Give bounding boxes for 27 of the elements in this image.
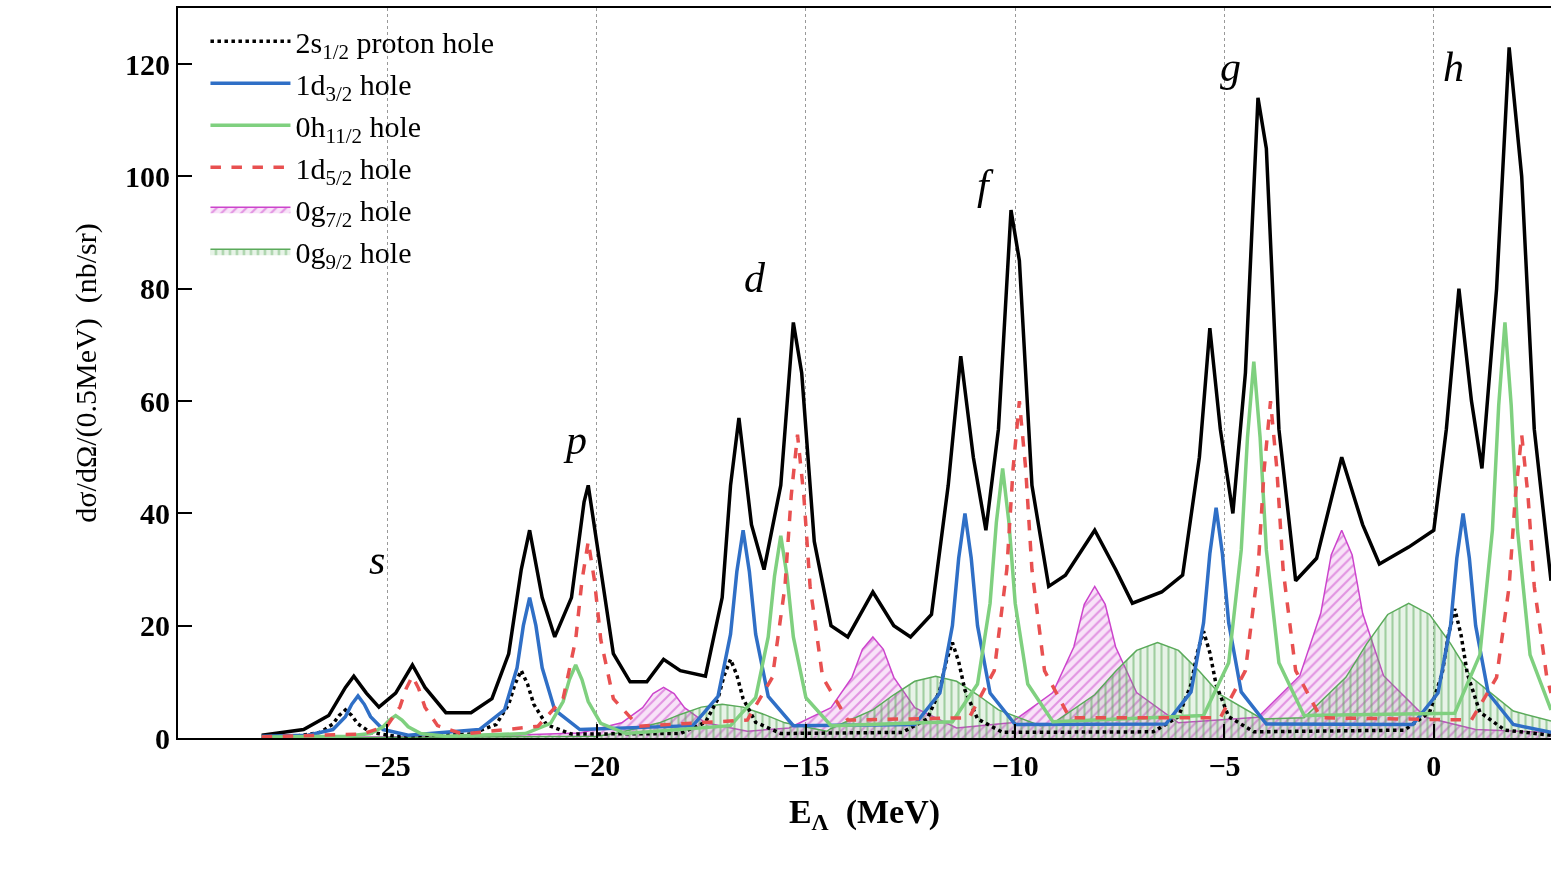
annotation: s <box>369 537 386 583</box>
annotation: f <box>977 162 994 208</box>
y-axis-title: dσ/dΩ/(0.5MeV) (nb/sr) <box>68 223 103 523</box>
annotation: d <box>744 255 766 301</box>
legend-label: 2s$_{1/2}$ proton hole <box>295 26 494 65</box>
x-tick-label: 0 <box>1426 749 1442 782</box>
x-axis-title: E$_{Λ}$ (MeV) <box>788 792 941 835</box>
legend-label: 0g$_{7/2}$ hole <box>295 194 412 233</box>
y-tick-label: 60 <box>140 384 170 418</box>
x-tick-label: −25 <box>363 749 411 782</box>
y-tick-label: 20 <box>140 609 170 643</box>
annotation: g <box>1220 44 1241 90</box>
y-tick-label: 40 <box>140 496 170 530</box>
legend-label: 1d$_{3/2}$ hole <box>295 68 412 107</box>
y-tick-label: 0 <box>155 721 170 755</box>
x-tick-label: −5 <box>1208 749 1241 782</box>
x-tick-label: −15 <box>782 749 830 782</box>
y-tick-label: 80 <box>140 272 170 306</box>
x-tick-label: −20 <box>573 749 621 782</box>
x-tick-label: −10 <box>991 749 1039 782</box>
y-tick-label: 120 <box>125 47 170 81</box>
legend-label: 1d$_{5/2}$ hole <box>295 152 412 191</box>
legend-label: 0g$_{9/2}$ hole <box>295 236 412 275</box>
legend-label: 0h$_{11/2}$ hole <box>295 110 422 149</box>
annotation: h <box>1443 44 1464 90</box>
y-tick-label: 100 <box>125 159 170 193</box>
annotation: p <box>563 417 587 463</box>
